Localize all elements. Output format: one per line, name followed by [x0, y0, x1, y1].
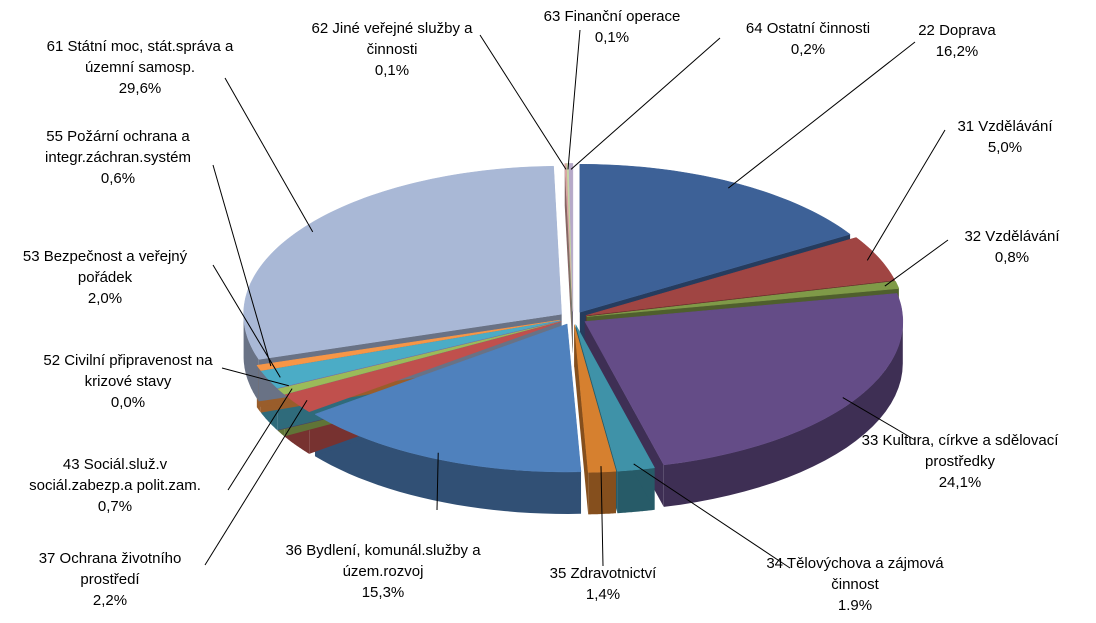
category-name: 37 Ochrana životního prostředí: [38, 550, 182, 588]
slice-label: 55 Požární ochrana a integr.záchran.syst…: [18, 126, 218, 189]
slice: [284, 321, 562, 413]
leader-line: [842, 397, 916, 441]
slice-label: 53 Bezpečnost a veřejný pořádek 2,0%: [5, 246, 205, 309]
slice-side: [663, 321, 903, 507]
slice-label: 37 Ochrana životního prostředí 2,2%: [15, 548, 205, 611]
slice: [314, 323, 582, 473]
slice-label: 35 Zdravotnictví 1,4%: [523, 563, 683, 605]
value-label: 24,1%: [938, 474, 982, 491]
leaders: [204, 29, 949, 569]
category-name: 63 Finanční operace: [543, 8, 681, 25]
leader-line: [479, 34, 567, 170]
leader-line: [633, 463, 791, 569]
slice-label: 63 Finanční operace 0,1%: [512, 6, 712, 48]
slice-label: 31 Vzdělávání 5,0%: [950, 116, 1060, 158]
value-label: 0,7%: [97, 498, 133, 515]
category-name: 31 Vzdělávání: [957, 118, 1053, 135]
value-label: 5,0%: [987, 139, 1023, 156]
category-name: 35 Zdravotnictví: [549, 565, 657, 582]
slice-label: 64 Ostatní činnosti 0,2%: [723, 18, 893, 60]
leader-line: [727, 41, 916, 189]
value-label: 2,2%: [92, 592, 128, 609]
value-label: 15,3%: [361, 584, 405, 601]
slice-face: [574, 324, 589, 515]
slice-label: 33 Kultura, církve a sdělovací prostředk…: [860, 430, 1060, 493]
slice-label: 61 Státní moc, stát.správa a územní samo…: [25, 36, 255, 99]
slice-side: [243, 314, 259, 402]
slice: [575, 324, 655, 472]
slice-label: 52 Civilní připravenost na krizové stavy…: [18, 350, 238, 413]
leader-line: [212, 164, 272, 367]
slice: [586, 280, 900, 317]
category-name: 61 Státní moc, stát.správa a územní samo…: [46, 38, 234, 76]
leader-line: [866, 129, 946, 261]
category-name: 22 Doprava: [918, 22, 996, 39]
category-name: 43 Sociál.služ.v sociál.zabezp.a polit.z…: [29, 456, 201, 494]
value-label: 0,1%: [374, 62, 410, 79]
leader-line: [567, 29, 581, 170]
tops: [243, 163, 904, 473]
slice-side: [315, 414, 581, 514]
leader-line: [204, 399, 308, 566]
value-label: 16,2%: [935, 43, 979, 60]
slice: [573, 324, 617, 473]
category-name: 34 Tělovýchova a zájmová činnost: [766, 555, 944, 593]
category-name: 55 Požární ochrana a integr.záchran.syst…: [45, 128, 191, 166]
slice-label: 36 Bydlení, komunál.služby a územ.rozvoj…: [258, 540, 508, 603]
category-name: 32 Vzdělávání: [964, 228, 1060, 245]
value-label: 0,2%: [790, 41, 826, 58]
leader-line: [570, 37, 721, 170]
slice: [584, 293, 904, 466]
category-name: 64 Ostatní činnosti: [745, 20, 871, 37]
leader-line: [600, 466, 604, 567]
value-label: 0,0%: [110, 394, 146, 411]
category-name: 33 Kultura, církve a sdělovací prostředk…: [861, 432, 1059, 470]
slice-label: 22 Doprava 16,2%: [882, 20, 1032, 62]
value-label: 0,6%: [100, 170, 136, 187]
leader-line: [884, 239, 949, 287]
slice-label: 32 Vzdělávání 0,8%: [957, 226, 1067, 268]
slice: [568, 163, 574, 312]
leader-line: [227, 388, 293, 491]
slice: [260, 320, 561, 389]
value-label: 0,1%: [594, 29, 630, 46]
value-label: 29,6%: [118, 80, 162, 97]
category-name: 62 Jiné veřejné služby a činnosti: [311, 20, 473, 58]
slice-label: 43 Sociál.služ.v sociál.zabezp.a polit.z…: [15, 454, 215, 517]
slice: [256, 319, 560, 371]
value-label: 1,4%: [585, 586, 621, 603]
slice-label: 62 Jiné veřejné služby a činnosti 0,1%: [292, 18, 492, 81]
leader-line: [221, 367, 289, 387]
slice-label: 34 Tělovýchova a zájmová činnost 1.9%: [755, 553, 955, 616]
value-label: 2,0%: [87, 290, 123, 307]
slice: [585, 237, 896, 316]
slice-face: [564, 163, 573, 354]
slice: [277, 320, 561, 389]
value-label: 0,8%: [994, 249, 1030, 266]
category-name: 36 Bydlení, komunál.služby a územ.rozvoj: [285, 542, 481, 580]
category-name: 52 Civilní připravenost na krizové stavy: [43, 352, 213, 390]
value-label: 1.9%: [837, 597, 873, 614]
leader-line: [436, 452, 439, 511]
category-name: 53 Bezpečnost a veřejný pořádek: [22, 248, 188, 286]
leader-line: [224, 77, 314, 233]
